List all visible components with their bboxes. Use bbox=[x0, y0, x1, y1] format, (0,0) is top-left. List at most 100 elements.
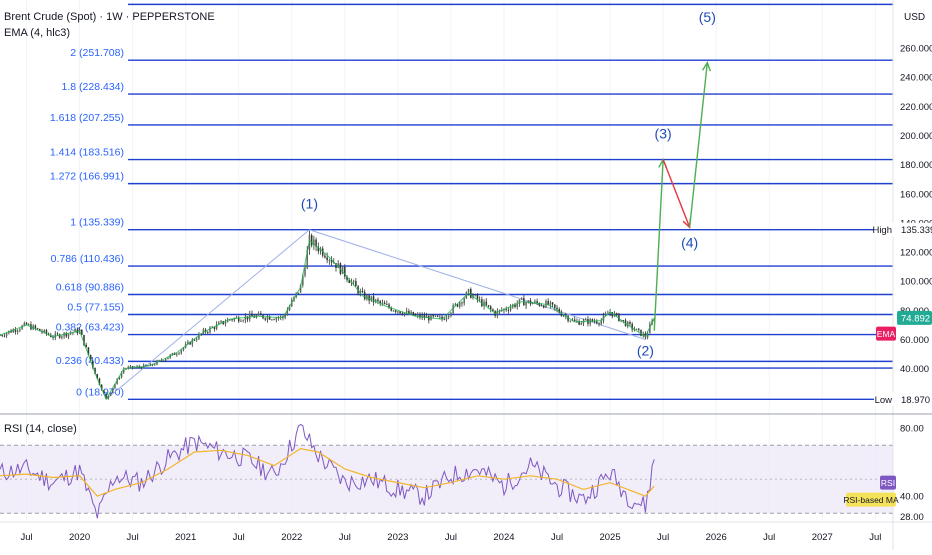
trend-line[interactable] bbox=[105, 229, 310, 400]
price-candle bbox=[100, 384, 103, 391]
price-candle bbox=[341, 266, 344, 274]
price-candle bbox=[116, 378, 118, 385]
price-candle bbox=[45, 330, 48, 334]
price-candle bbox=[547, 300, 549, 305]
price-candle bbox=[5, 333, 8, 336]
price-candle bbox=[542, 305, 545, 308]
price-candle bbox=[271, 319, 273, 321]
projection-arrow-up[interactable] bbox=[688, 62, 709, 228]
price-candle bbox=[52, 337, 54, 338]
y-tick-label: 60.000 bbox=[900, 335, 929, 346]
price-candle bbox=[224, 322, 227, 325]
price-candle bbox=[162, 360, 165, 362]
price-candle bbox=[640, 329, 642, 336]
price-candle bbox=[72, 332, 74, 334]
price-candle bbox=[158, 360, 160, 361]
price-candle bbox=[458, 302, 461, 307]
price-candle bbox=[549, 302, 552, 305]
wave-label[interactable]: (3) bbox=[655, 125, 672, 141]
price-candle bbox=[489, 306, 492, 310]
price-candle bbox=[348, 280, 351, 284]
fib-label: 1.618 (207.255) bbox=[50, 112, 124, 124]
price-candle bbox=[288, 306, 291, 311]
wave-label[interactable]: (4) bbox=[681, 235, 698, 251]
x-tick-label: Jul bbox=[339, 532, 351, 543]
rsi-title[interactable]: RSI (14, close) bbox=[4, 423, 77, 435]
price-candle bbox=[615, 313, 618, 315]
price-candle bbox=[244, 316, 247, 321]
price-candle bbox=[189, 341, 191, 345]
rsi-ma-badge bbox=[846, 492, 896, 507]
price-candle bbox=[485, 301, 488, 306]
price-candle bbox=[193, 339, 196, 341]
price-candle bbox=[92, 360, 94, 368]
price-candle bbox=[379, 301, 381, 304]
price-tag-label-bg bbox=[874, 222, 896, 237]
price-candle bbox=[240, 321, 242, 322]
projection-arrow-down[interactable] bbox=[662, 159, 691, 228]
price-candle bbox=[187, 341, 189, 344]
projection-arrow-up[interactable] bbox=[653, 159, 664, 331]
price-candle bbox=[246, 316, 249, 320]
price-candle bbox=[410, 311, 412, 315]
price-candle bbox=[604, 314, 607, 316]
price-candle bbox=[562, 315, 565, 317]
price-candle bbox=[392, 310, 395, 312]
price-candle bbox=[439, 316, 441, 318]
x-tick-label: 2022 bbox=[281, 532, 302, 543]
price-candle bbox=[534, 301, 536, 303]
price-candle bbox=[114, 384, 116, 389]
price-candle bbox=[536, 301, 538, 304]
price-candle bbox=[372, 296, 375, 303]
x-tick-label: Jul bbox=[657, 532, 669, 543]
price-candle bbox=[67, 333, 70, 337]
y-tick-label: 240.000 bbox=[900, 73, 932, 84]
price-candle bbox=[416, 314, 419, 316]
price-candle bbox=[43, 330, 45, 333]
price-candle bbox=[12, 329, 15, 333]
price-candle bbox=[591, 319, 594, 322]
price-candle bbox=[452, 305, 454, 314]
price-candle bbox=[461, 302, 463, 304]
price-candle bbox=[277, 317, 280, 319]
price-candle bbox=[61, 336, 63, 338]
price-candle bbox=[19, 329, 21, 331]
price-candle bbox=[463, 298, 465, 304]
wave-label[interactable]: (5) bbox=[699, 9, 716, 25]
price-candle bbox=[520, 298, 523, 300]
price-candle bbox=[218, 322, 220, 325]
price-candle bbox=[445, 317, 448, 320]
ema-line bbox=[0, 239, 655, 401]
x-tick-label: 2025 bbox=[599, 532, 620, 543]
price-candle bbox=[1, 335, 3, 336]
price-candle bbox=[476, 294, 479, 300]
price-candle bbox=[21, 325, 23, 330]
price-candle bbox=[432, 314, 435, 317]
price-candle bbox=[596, 321, 598, 324]
price-candle bbox=[436, 315, 439, 317]
price-candle bbox=[167, 357, 169, 360]
x-tick-label: Jul bbox=[869, 532, 881, 543]
price-candle bbox=[580, 323, 583, 325]
price-candle bbox=[509, 307, 512, 311]
price-candle bbox=[352, 281, 355, 282]
price-candle bbox=[165, 359, 167, 361]
price-candle bbox=[518, 299, 521, 304]
price-tag-value: 18.970 bbox=[901, 395, 930, 406]
fib-label: 1.414 (183.516) bbox=[50, 147, 124, 159]
rsi-ma-line bbox=[0, 447, 655, 497]
price-candle bbox=[131, 366, 134, 368]
indicator-label[interactable]: EMA (4, hlc3) bbox=[4, 27, 71, 39]
price-candle bbox=[567, 316, 569, 321]
price-candle bbox=[257, 313, 260, 316]
fib-label: 0.382 (63.423) bbox=[56, 322, 124, 334]
price-candle bbox=[394, 310, 397, 312]
price-candle bbox=[492, 309, 494, 312]
price-candle bbox=[94, 367, 96, 375]
wave-label[interactable]: (2) bbox=[637, 343, 654, 359]
price-candle bbox=[450, 313, 452, 316]
price-candle bbox=[527, 300, 530, 303]
fib-label: 1 (135.339) bbox=[70, 217, 124, 229]
wave-label[interactable]: (1) bbox=[301, 195, 318, 211]
